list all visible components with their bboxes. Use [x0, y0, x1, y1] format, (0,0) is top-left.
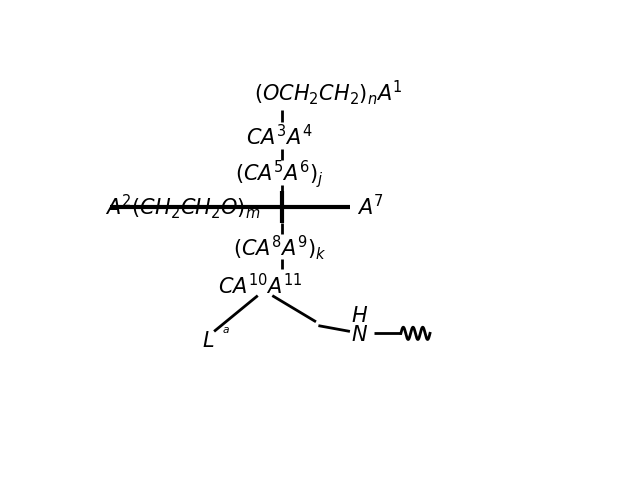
Text: $A^2(CH_2CH_2O)_m$: $A^2(CH_2CH_2O)_m$ — [105, 192, 260, 222]
Text: $CA^3A^4$: $CA^3A^4$ — [246, 124, 313, 150]
Text: $A^7$: $A^7$ — [357, 194, 384, 220]
Text: $(CA^8A^9)_k$: $(CA^8A^9)_k$ — [233, 233, 326, 262]
Text: $(OCH_2CH_2)_nA^1$: $(OCH_2CH_2)_nA^1$ — [254, 78, 403, 107]
Text: $H$: $H$ — [351, 306, 368, 326]
Text: $L$: $L$ — [202, 331, 215, 351]
Text: $(CA^5A^6)_j$: $(CA^5A^6)_j$ — [235, 158, 324, 190]
Text: $^a$: $^a$ — [222, 326, 230, 342]
Text: $CA^{10}A^{11}$: $CA^{10}A^{11}$ — [218, 272, 302, 298]
Text: $N$: $N$ — [351, 326, 368, 345]
